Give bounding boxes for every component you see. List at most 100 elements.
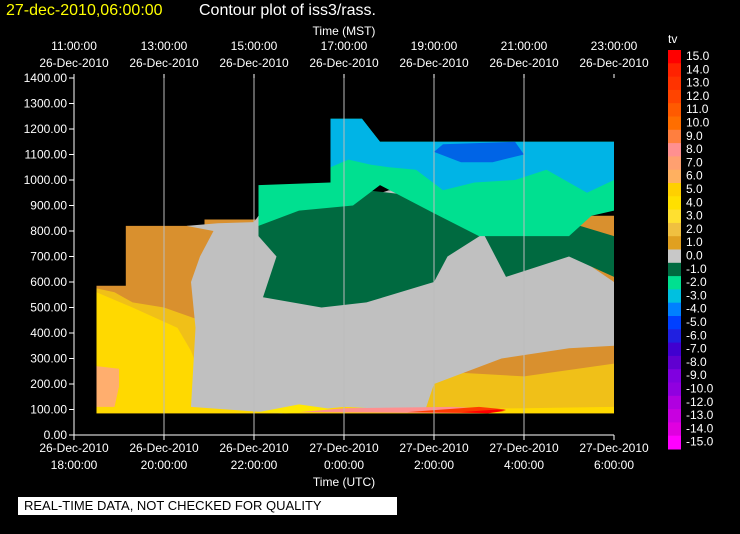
x-top-tick-date: 26-Dec-2010 [129,56,199,70]
colorbar-swatch [668,143,681,157]
colorbar-label: -3.0 [686,288,707,302]
colorbar-label: 4.0 [686,195,703,209]
colorbar-swatch [668,422,681,437]
x-bottom-tick-date: 27-Dec-2010 [489,441,559,455]
y-tick-label: 1400.00 [24,71,68,85]
colorbar-label: 12.0 [686,89,710,103]
quality-disclaimer: REAL-TIME DATA, NOT CHECKED FOR QUALITY [18,497,397,515]
x-top-tick-time: 11:00:00 [51,39,97,53]
x-top-tick-time: 23:00:00 [591,39,638,53]
colorbar-swatch [668,236,681,250]
colorbar-label: 11.0 [686,102,709,116]
colorbar-swatch [668,209,681,224]
colorbar-swatch [668,355,681,370]
colorbar-swatch [668,289,681,304]
y-tick-label: 600.00 [30,275,67,289]
x-bottom-axis-title: Time (UTC) [313,475,375,489]
x-bottom-tick-time: 2:00:00 [414,458,454,472]
y-tick-label: 700.00 [30,250,67,264]
colorbar-swatch [668,316,681,330]
colorbar-swatch [668,249,681,264]
y-tick-label: 1000.00 [24,173,68,187]
colorbar-label: 9.0 [686,129,703,143]
y-tick-label: 1100.00 [25,148,68,162]
x-top-tick-date: 26-Dec-2010 [399,56,469,70]
x-top-tick-time: 15:00:00 [231,39,278,53]
colorbar-label: -5.0 [686,315,707,329]
contour-region-3.0 [96,292,614,414]
x-top-tick-date: 26-Dec-2010 [309,56,379,70]
colorbar-label: 2.0 [686,222,703,236]
colorbar-label: 5.0 [686,182,703,196]
colorbar-swatch [668,395,681,410]
x-bottom-tick-time: 22:00:00 [231,458,278,472]
x-bottom-tick-date: 27-Dec-2010 [579,441,649,455]
chart-title: Contour plot of iss3/rass. [199,2,376,19]
colorbar-swatch [668,116,681,131]
colorbar-label: -15.0 [686,435,714,449]
x-bottom-tick-date: 27-Dec-2010 [399,441,469,455]
contour-region-14.0 [461,409,506,414]
x-top-tick-time: 21:00:00 [501,39,548,53]
colorbar-swatch [668,129,681,144]
colorbar-label: -7.0 [686,342,707,356]
colorbar-swatch [668,183,681,197]
y-tick-label: 800.00 [30,224,67,238]
colorbar-swatch [668,89,681,104]
x-top-tick-date: 26-Dec-2010 [579,56,649,70]
x-bottom-tick-time: 20:00:00 [141,458,188,472]
colorbar-label: 6.0 [686,169,703,183]
y-tick-label: 200.00 [30,377,67,391]
x-top-tick-date: 26-Dec-2010 [219,56,289,70]
colorbar-swatch [668,50,681,64]
colorbar-label: 0.0 [686,249,703,263]
colorbar-swatch [668,342,681,357]
y-tick-label: 500.00 [30,301,67,315]
colorbar-swatch [668,63,681,78]
colorbar-swatch [668,196,681,211]
colorbar-label: -1.0 [686,262,707,276]
x-bottom-tick-date: 26-Dec-2010 [219,441,289,455]
colorbar-label: -14.0 [686,421,714,435]
colorbar-swatch [668,169,681,184]
colorbar-label: 10.0 [686,116,710,130]
colorbar-swatch [668,103,681,117]
x-bottom-tick-date: 26-Dec-2010 [129,441,199,455]
colorbar-label: 13.0 [686,76,710,90]
colorbar-swatch [668,329,681,344]
colorbar-label: 1.0 [686,235,703,249]
x-bottom-tick-date: 26-Dec-2010 [39,441,109,455]
x-bottom-tick-date: 27-Dec-2010 [309,441,379,455]
x-bottom-tick-time: 6:00:00 [594,458,634,472]
y-tick-label: 900.00 [30,199,67,213]
colorbar-label: -6.0 [686,328,707,342]
y-tick-label: 300.00 [30,352,67,366]
x-bottom-tick-time: 18:00:00 [51,458,98,472]
contour-region-5.0 [96,366,119,407]
colorbar-label: -9.0 [686,368,707,382]
contour-region--4.0 [434,141,524,163]
colorbar-swatch [668,382,681,397]
y-tick-label: 0.00 [44,428,68,442]
colorbar-title: tv [668,32,677,46]
colorbar-label: -8.0 [686,355,707,369]
colorbar-label: 14.0 [686,62,710,76]
colorbar-label: -10.0 [686,382,714,396]
x-top-tick-time: 13:00:00 [141,39,188,53]
colorbar-label: 8.0 [686,142,703,156]
colorbar-label: -4.0 [686,302,707,316]
colorbar-label: -12.0 [686,395,714,409]
colorbar-label: 3.0 [686,209,703,223]
x-top-tick-date: 26-Dec-2010 [489,56,559,70]
colorbar-label: 7.0 [686,155,703,169]
x-top-tick-time: 19:00:00 [411,39,458,53]
x-top-axis-title: Time (MST) [313,24,376,38]
colorbar-swatch [668,76,681,91]
y-tick-label: 100.00 [30,403,67,417]
colorbar-swatch [668,369,681,383]
colorbar-swatch [668,222,681,237]
colorbar-swatch [668,262,681,277]
colorbar-swatch [668,156,681,171]
colorbar-swatch [668,302,681,317]
